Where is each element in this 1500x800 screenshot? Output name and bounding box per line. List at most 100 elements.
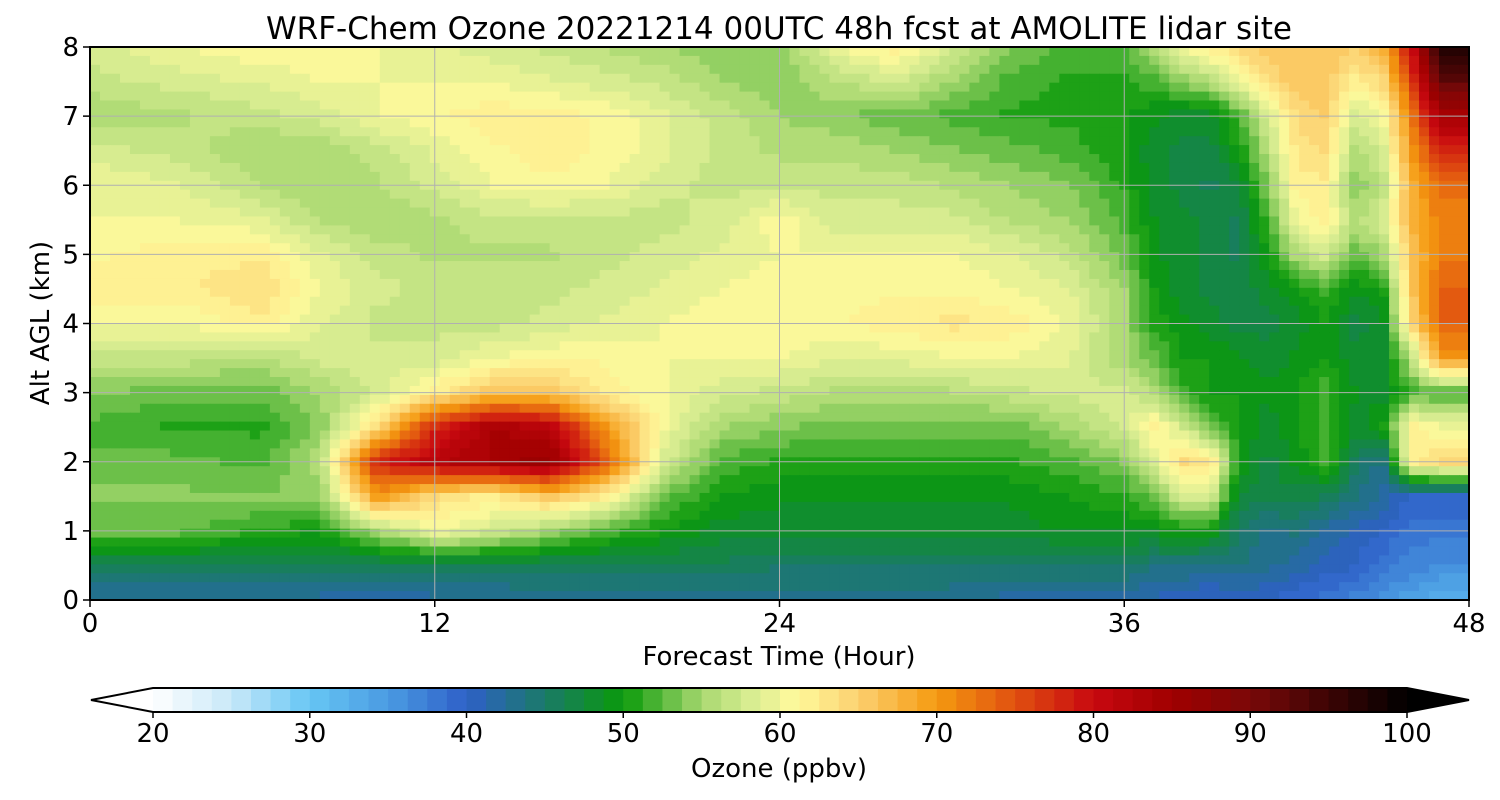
heatmap-cell [449, 171, 461, 182]
heatmap-cell [289, 198, 301, 209]
heatmap-cell [209, 225, 221, 235]
heatmap-cell [1289, 296, 1300, 307]
heatmap-cell [1329, 323, 1340, 334]
heatmap-cell [919, 207, 930, 218]
heatmap-cell [779, 198, 791, 209]
heatmap-cell [269, 225, 281, 235]
heatmap-cell [559, 252, 571, 262]
heatmap-cell [1369, 118, 1380, 128]
heatmap-cell [1199, 145, 1210, 155]
heatmap-cell [459, 216, 471, 226]
heatmap-cell [229, 64, 241, 75]
heatmap-cell [929, 189, 940, 200]
heatmap-cell [1409, 162, 1420, 173]
heatmap-cell [1429, 252, 1440, 262]
heatmap-cell [519, 189, 531, 200]
heatmap-cell [319, 287, 331, 298]
heatmap-cell [1319, 296, 1330, 307]
heatmap-cell [649, 207, 661, 218]
heatmap-cell [489, 305, 501, 316]
heatmap-cell [229, 127, 241, 137]
heatmap-cell [1429, 127, 1440, 137]
heatmap-cell [829, 314, 841, 325]
heatmap-cell [1059, 243, 1070, 253]
heatmap-cell [529, 118, 541, 128]
heatmap-cell [1029, 127, 1040, 137]
heatmap-cell [1209, 154, 1220, 164]
heatmap-cell [1379, 287, 1390, 298]
heatmap-cell [299, 47, 311, 57]
heatmap-cell [999, 225, 1010, 235]
heatmap-cell [849, 82, 861, 93]
heatmap-cell [1109, 91, 1120, 102]
heatmap-cell [219, 189, 231, 200]
heatmap-cell [1409, 64, 1420, 75]
heatmap-cell [1259, 207, 1270, 218]
heatmap-cell [319, 350, 331, 360]
heatmap-cell [1089, 162, 1100, 173]
heatmap-cell [489, 145, 501, 155]
heatmap-cell [269, 278, 281, 289]
heatmap-cell [1199, 269, 1210, 280]
heatmap-cell [1039, 136, 1050, 146]
heatmap-cell [1079, 269, 1090, 280]
heatmap-cell [959, 314, 970, 325]
heatmap-cell [539, 243, 551, 253]
heatmap-cell [509, 287, 521, 298]
heatmap-cell [1099, 55, 1110, 66]
heatmap-cell [789, 162, 801, 173]
heatmap-cell [669, 323, 681, 334]
heatmap-cell [519, 198, 531, 209]
heatmap-cell [389, 269, 401, 280]
heatmap-cell [1259, 332, 1270, 342]
heatmap-cell [329, 332, 341, 342]
heatmap-cell [109, 314, 121, 325]
heatmap-cell [199, 55, 211, 66]
heatmap-cell [479, 323, 491, 334]
heatmap-cell [1209, 47, 1220, 57]
heatmap-cell [489, 100, 501, 111]
heatmap-cell [439, 243, 451, 253]
heatmap-cell [689, 162, 701, 173]
heatmap-cell [169, 323, 181, 334]
heatmap-cell [1329, 145, 1340, 155]
heatmap-cell [1379, 171, 1390, 182]
heatmap-cell [489, 261, 501, 271]
heatmap-cell [619, 252, 631, 262]
heatmap-cell [1239, 73, 1250, 84]
heatmap-cell [1269, 100, 1280, 111]
heatmap-cell [199, 198, 211, 209]
heatmap-cell [319, 189, 331, 200]
heatmap-cell [139, 296, 151, 307]
heatmap-cell [1449, 216, 1460, 226]
heatmap-cell [699, 171, 711, 182]
heatmap-cell [129, 91, 141, 102]
heatmap-cell [199, 341, 211, 351]
heatmap-cell [359, 341, 371, 351]
heatmap-cell [289, 243, 301, 253]
heatmap-cell [399, 252, 411, 262]
heatmap-cell [859, 261, 871, 271]
heatmap-cell [839, 332, 851, 342]
heatmap-cell [1349, 109, 1360, 119]
heatmap-cell [1239, 162, 1250, 173]
heatmap-cell [399, 216, 411, 226]
heatmap-cell [119, 64, 131, 75]
heatmap-cell [1059, 189, 1070, 200]
heatmap-cell [889, 341, 901, 351]
heatmap-cell [249, 136, 261, 146]
heatmap-cell [659, 47, 671, 57]
heatmap-cell [859, 64, 871, 75]
heatmap-cell [989, 207, 1000, 218]
heatmap-cell [509, 234, 521, 244]
heatmap-cell [1349, 82, 1360, 93]
heatmap-cell [539, 73, 551, 84]
heatmap-cell [1009, 359, 1020, 369]
heatmap-cell [949, 136, 960, 146]
heatmap-cell [859, 278, 871, 289]
heatmap-cell [1089, 269, 1100, 280]
heatmap-cell [909, 287, 920, 298]
heatmap-cell [459, 154, 471, 164]
heatmap-cell [559, 171, 571, 182]
heatmap-cell [229, 332, 241, 342]
